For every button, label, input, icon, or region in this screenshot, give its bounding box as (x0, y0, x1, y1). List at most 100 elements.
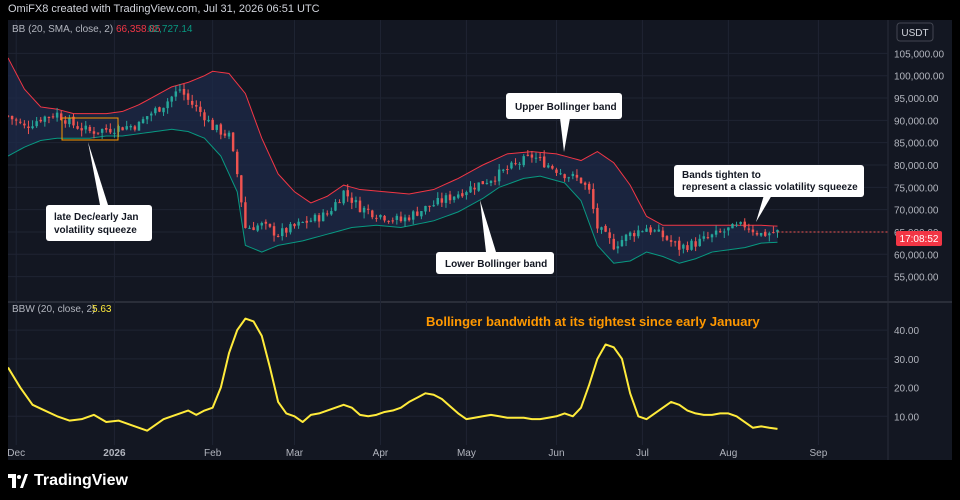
candle-body (264, 221, 268, 224)
candle-body (510, 162, 513, 169)
candle-body (395, 215, 399, 220)
chart-canvas[interactable]: 55,000.0060,000.0065,000.0070,000.0075,0… (6, 20, 952, 460)
candle-body (260, 222, 263, 226)
candle-body (268, 223, 272, 227)
candle-body (686, 245, 689, 251)
candle-body (469, 186, 472, 193)
candle-body (563, 174, 566, 179)
candle-body (452, 196, 456, 200)
candle-body (641, 231, 644, 233)
candle-body (547, 165, 550, 168)
candle-body (416, 211, 419, 216)
candle-body (350, 197, 354, 203)
candle-body (109, 128, 112, 133)
x-tick-label: Dec (8, 448, 25, 459)
currency-box[interactable] (896, 22, 934, 42)
candle-body (158, 107, 161, 112)
candle-body (14, 119, 18, 121)
price-pane (6, 57, 888, 264)
candle-body (551, 165, 554, 169)
candle-body (10, 115, 14, 120)
candle-body (489, 180, 493, 184)
candle-body (379, 214, 382, 218)
candle-body (436, 197, 439, 205)
lower-band-label: Lower Bollinger band (445, 259, 547, 270)
candle-body (150, 113, 153, 116)
price-tick-label: 90,000.00 (894, 116, 939, 127)
candle-body (113, 132, 116, 134)
candle-body (330, 211, 333, 215)
candle-body (297, 221, 300, 226)
jan-squeeze-highlight (61, 117, 119, 141)
candle-body (743, 221, 746, 228)
candle-body (43, 116, 47, 122)
bbw-tick-label: 20.00 (894, 384, 919, 395)
candle-body (55, 112, 59, 118)
candle-body (223, 133, 227, 136)
price-tick-label: 55,000.00 (894, 273, 939, 284)
candle-body (428, 205, 431, 207)
candle-body (493, 180, 497, 182)
candle-body (88, 126, 92, 131)
candle-body (731, 223, 734, 229)
candle-body (497, 169, 501, 182)
candle-body (371, 210, 374, 218)
candle-body (133, 126, 137, 130)
candle-body (276, 235, 280, 237)
tradingview-logo-icon (8, 474, 28, 488)
candle-body (399, 216, 403, 222)
price-tick-label: 105,000.00 (894, 49, 944, 60)
chart-area[interactable]: 55,000.0060,000.0065,000.0070,000.0075,0… (6, 20, 952, 460)
bbw-tick-label: 10.00 (894, 412, 919, 423)
candle-body (600, 227, 603, 230)
candle-body (665, 236, 669, 240)
bb-upper-value: 66,358.85 (116, 24, 161, 35)
candle-body (751, 229, 755, 233)
candle-body (162, 107, 165, 113)
candle-body (522, 156, 525, 166)
bb-indicator-label: BB (20, SMA, close, 2) (12, 24, 113, 35)
candle-body (19, 121, 22, 123)
candle-body (64, 120, 67, 124)
candle-body (763, 231, 767, 236)
candle-body (219, 124, 223, 135)
candle-body (592, 189, 595, 209)
x-tick-label: Aug (719, 448, 737, 459)
candle-body (673, 241, 677, 243)
price-tick-label: 80,000.00 (894, 161, 939, 172)
x-tick-label: Feb (204, 448, 222, 459)
candle-body (47, 116, 51, 118)
candle-body (440, 198, 444, 203)
candle-body (747, 228, 751, 230)
candle-body (776, 229, 779, 233)
candle-body (596, 207, 599, 229)
candle-body (448, 194, 452, 201)
candle-body (637, 230, 640, 237)
candle-body (583, 182, 587, 185)
candle-body (166, 101, 169, 109)
candle-body (358, 200, 362, 213)
candle-body (530, 154, 534, 158)
candle-body (59, 113, 63, 121)
tradingview-logo[interactable]: TradingView (8, 470, 128, 492)
candle-body (444, 195, 448, 203)
candle-body (772, 232, 775, 234)
candle-body (542, 156, 546, 168)
candle-body (682, 244, 685, 249)
last-price-text: 17:08:52 (900, 234, 939, 245)
candle-body (698, 238, 701, 247)
x-tick-label: Jul (636, 448, 649, 459)
candle-body (326, 213, 329, 215)
candle-body (383, 215, 386, 221)
candle-body (538, 157, 542, 159)
candle-body (739, 221, 742, 224)
candle-body (178, 89, 182, 91)
axes: 55,000.0060,000.0065,000.0070,000.0075,0… (7, 49, 944, 459)
candle-body (334, 202, 337, 211)
candle-body (80, 128, 83, 131)
candle-body (604, 225, 607, 232)
candle-body (141, 119, 145, 124)
x-tick-label: Mar (286, 448, 304, 459)
x-tick-label: 2026 (103, 448, 126, 459)
